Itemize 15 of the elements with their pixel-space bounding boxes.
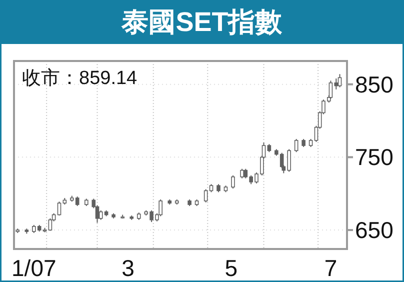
annotation: 收市：859.14: [22, 67, 138, 89]
x-tick-label: 5: [224, 255, 238, 281]
x-tick-label: 3: [122, 255, 134, 281]
candlestick: [57, 201, 62, 216]
y-tick-label: 750: [355, 144, 394, 170]
x-tick-label: 1/07: [12, 255, 56, 281]
candlestick: [231, 174, 235, 190]
candlestick: [294, 138, 298, 153]
y-tick-label: 850: [355, 71, 394, 98]
candlestick: [204, 188, 208, 203]
y-tick-label: 650: [355, 217, 394, 244]
candlestick: [48, 218, 52, 232]
chart-title: 泰國SET指數: [120, 7, 284, 37]
candlestick: [240, 168, 244, 179]
x-tick-label: 7: [324, 255, 338, 281]
